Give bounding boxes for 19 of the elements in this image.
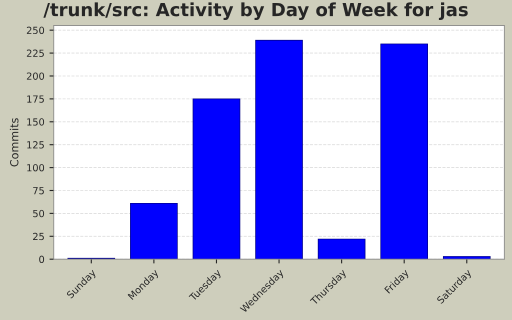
- y-tick-label: 75: [33, 187, 44, 194]
- bar: [192, 98, 240, 260]
- y-tick-label: 25: [33, 232, 44, 240]
- y-tick-label: 250: [26, 26, 44, 34]
- y-tick-label: 200: [26, 72, 44, 80]
- y-tick-label: 0: [39, 256, 44, 264]
- bar: [442, 256, 491, 260]
- bar: [318, 238, 366, 260]
- chart-title: /trunk/src: Activity by Day of Week for jas: [43, 2, 468, 20]
- y-tick-label: 50: [33, 210, 44, 218]
- y-tick-label: 100: [27, 164, 44, 172]
- bar: [380, 44, 428, 260]
- y-tick-label: 125: [27, 141, 44, 149]
- y-tick-label: 150: [27, 118, 44, 126]
- y-tick-label: 175: [27, 95, 44, 103]
- bar: [255, 40, 303, 260]
- y-axis-title: Commits: [10, 118, 18, 166]
- bar: [130, 202, 178, 260]
- y-tick-label: 225: [26, 50, 44, 57]
